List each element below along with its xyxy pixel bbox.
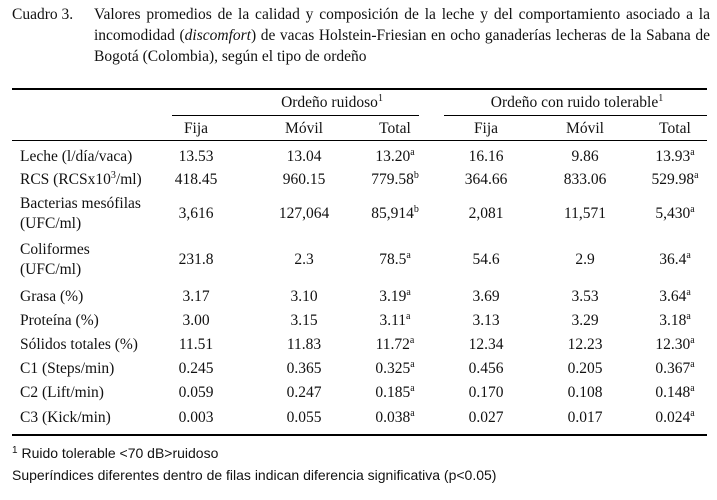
table-cell: 779.58b	[371, 170, 419, 189]
column-header: Móvil	[566, 120, 604, 137]
table-cell: 16.16	[468, 148, 504, 165]
table-cell: 0.185a	[375, 383, 415, 402]
group-rule-tolerable	[444, 115, 707, 116]
caption-text-part: ) de vacas Holstein-Friesian en ocho gan…	[94, 27, 710, 65]
table-cell: 0.027	[468, 409, 504, 426]
table-cell: 3.15	[290, 312, 318, 329]
table-cell: 0.148a	[655, 383, 695, 402]
table-cell: 3.13	[472, 312, 500, 329]
row-label: Grasa (%)	[20, 288, 84, 305]
table-cell: 0.365	[286, 360, 322, 377]
table-cell: 3.64a	[659, 287, 691, 306]
table-cell: 418.45	[174, 171, 218, 188]
group-header-tolerable: Ordeño con ruido tolerable1	[490, 93, 664, 112]
table-cell: 13.20a	[375, 147, 415, 166]
table-cell: 78.5a	[379, 250, 411, 269]
table-cell: 0.247	[286, 384, 322, 401]
table-bottom-rule	[12, 434, 707, 436]
table-cell: 13.53	[178, 148, 214, 165]
table-cell: 2,081	[468, 205, 504, 222]
table-cell: 12.30a	[655, 335, 695, 354]
footnote: 1 Ruido tolerable <70 dB>ruidoso	[12, 445, 219, 461]
table-cell: 13.04	[286, 148, 322, 165]
table-cell: 0.055	[286, 409, 322, 426]
table-cell: 3.17	[182, 288, 210, 305]
table-cell: 3.11a	[379, 311, 411, 330]
table-cell: 2.9	[575, 251, 595, 268]
group-header-ruidoso: Ordeño ruidoso1	[281, 93, 383, 112]
row-label: RCS (RCSx103/ml)	[20, 170, 142, 189]
table-cell: 54.6	[472, 251, 500, 268]
header-bottom-rule	[12, 140, 707, 141]
table-cell: 3.53	[571, 288, 599, 305]
row-label: Leche (l/día/vaca)	[20, 148, 133, 165]
row-label: C3 (Kick/min)	[20, 409, 111, 426]
table-cell: 85,914b	[371, 204, 419, 223]
table-cell: 3.69	[472, 288, 500, 305]
table-cell: 0.003	[178, 409, 214, 426]
table-cell: 0.170	[468, 384, 504, 401]
row-label: C1 (Steps/min)	[20, 360, 115, 377]
table-cell: 9.86	[571, 148, 599, 165]
table-notes: 1 Ruido tolerable <70 dB>ruidoso Superín…	[12, 442, 496, 486]
table-cell: 0.205	[567, 360, 603, 377]
row-label-continued: (UFC/ml)	[20, 215, 82, 232]
caption-italic-term: discomfort	[184, 27, 251, 44]
table-cell: 3.10	[290, 288, 318, 305]
table-cell: 3.00	[182, 312, 210, 329]
column-header: Total	[379, 120, 411, 137]
table-cell: 12.23	[567, 336, 603, 353]
column-header: Fija	[473, 120, 499, 137]
data-table: Ordeño ruidoso1 Ordeño con ruido tolerab…	[12, 88, 707, 436]
table-cell: 3.18a	[659, 311, 691, 330]
table-cell: 11.72a	[375, 335, 415, 354]
table-cell: 36.4a	[659, 250, 691, 269]
table-cell: 11,571	[563, 205, 607, 222]
table-cell: 960.15	[282, 171, 326, 188]
table-cell: 0.108	[567, 384, 603, 401]
table-cell: 5,430a	[655, 204, 695, 223]
table-cell: 231.8	[178, 251, 214, 268]
row-label: C2 (Lift/min)	[20, 384, 104, 401]
row-label-continued: (UFC/ml)	[20, 261, 82, 278]
row-label: Bacterias mesófilas	[20, 195, 141, 212]
caption-label: Cuadro 3.	[12, 6, 74, 23]
column-header: Fija	[183, 120, 209, 137]
table-caption: Cuadro 3. Valores promedios de la calida…	[12, 4, 710, 67]
table-cell: 0.325a	[375, 359, 415, 378]
table-cell: 11.51	[178, 336, 214, 353]
table-cell: 364.66	[464, 171, 508, 188]
table-cell: 0.367a	[655, 359, 695, 378]
column-header: Total	[659, 120, 691, 137]
table-cell: 0.059	[178, 384, 214, 401]
table-cell: 3.19a	[379, 287, 411, 306]
table-cell: 0.017	[567, 409, 603, 426]
row-label: Proteína (%)	[20, 312, 99, 329]
table-cell: 0.038a	[375, 408, 415, 427]
table-cell: 3.29	[571, 312, 599, 329]
row-label: Sólidos totales (%)	[20, 336, 138, 353]
table-cell: 2.3	[294, 251, 314, 268]
table-cell: 529.98a	[651, 170, 699, 189]
table-cell: 0.456	[468, 360, 504, 377]
table-cell: 0.245	[178, 360, 214, 377]
significance-note: Superíndices diferentes dentro de filas …	[12, 467, 497, 483]
table-cell: 3,616	[178, 205, 214, 222]
table-cell: 11.83	[286, 336, 322, 353]
table-cell: 13.93a	[655, 147, 695, 166]
caption-text: Valores promedios de la calidad y compos…	[94, 4, 710, 67]
table-cell: 127,064	[278, 205, 330, 222]
table-cell: 833.06	[563, 171, 607, 188]
table-cell: 12.34	[468, 336, 504, 353]
row-label: Coliformes	[20, 241, 90, 258]
group-rule-ruidoso	[172, 115, 419, 116]
caption-text-part: Valores promedios de la calidad y compos…	[94, 6, 710, 44]
table-cell: 0.024a	[655, 408, 695, 427]
column-header: Móvil	[285, 120, 323, 137]
table-top-rule	[12, 88, 707, 90]
